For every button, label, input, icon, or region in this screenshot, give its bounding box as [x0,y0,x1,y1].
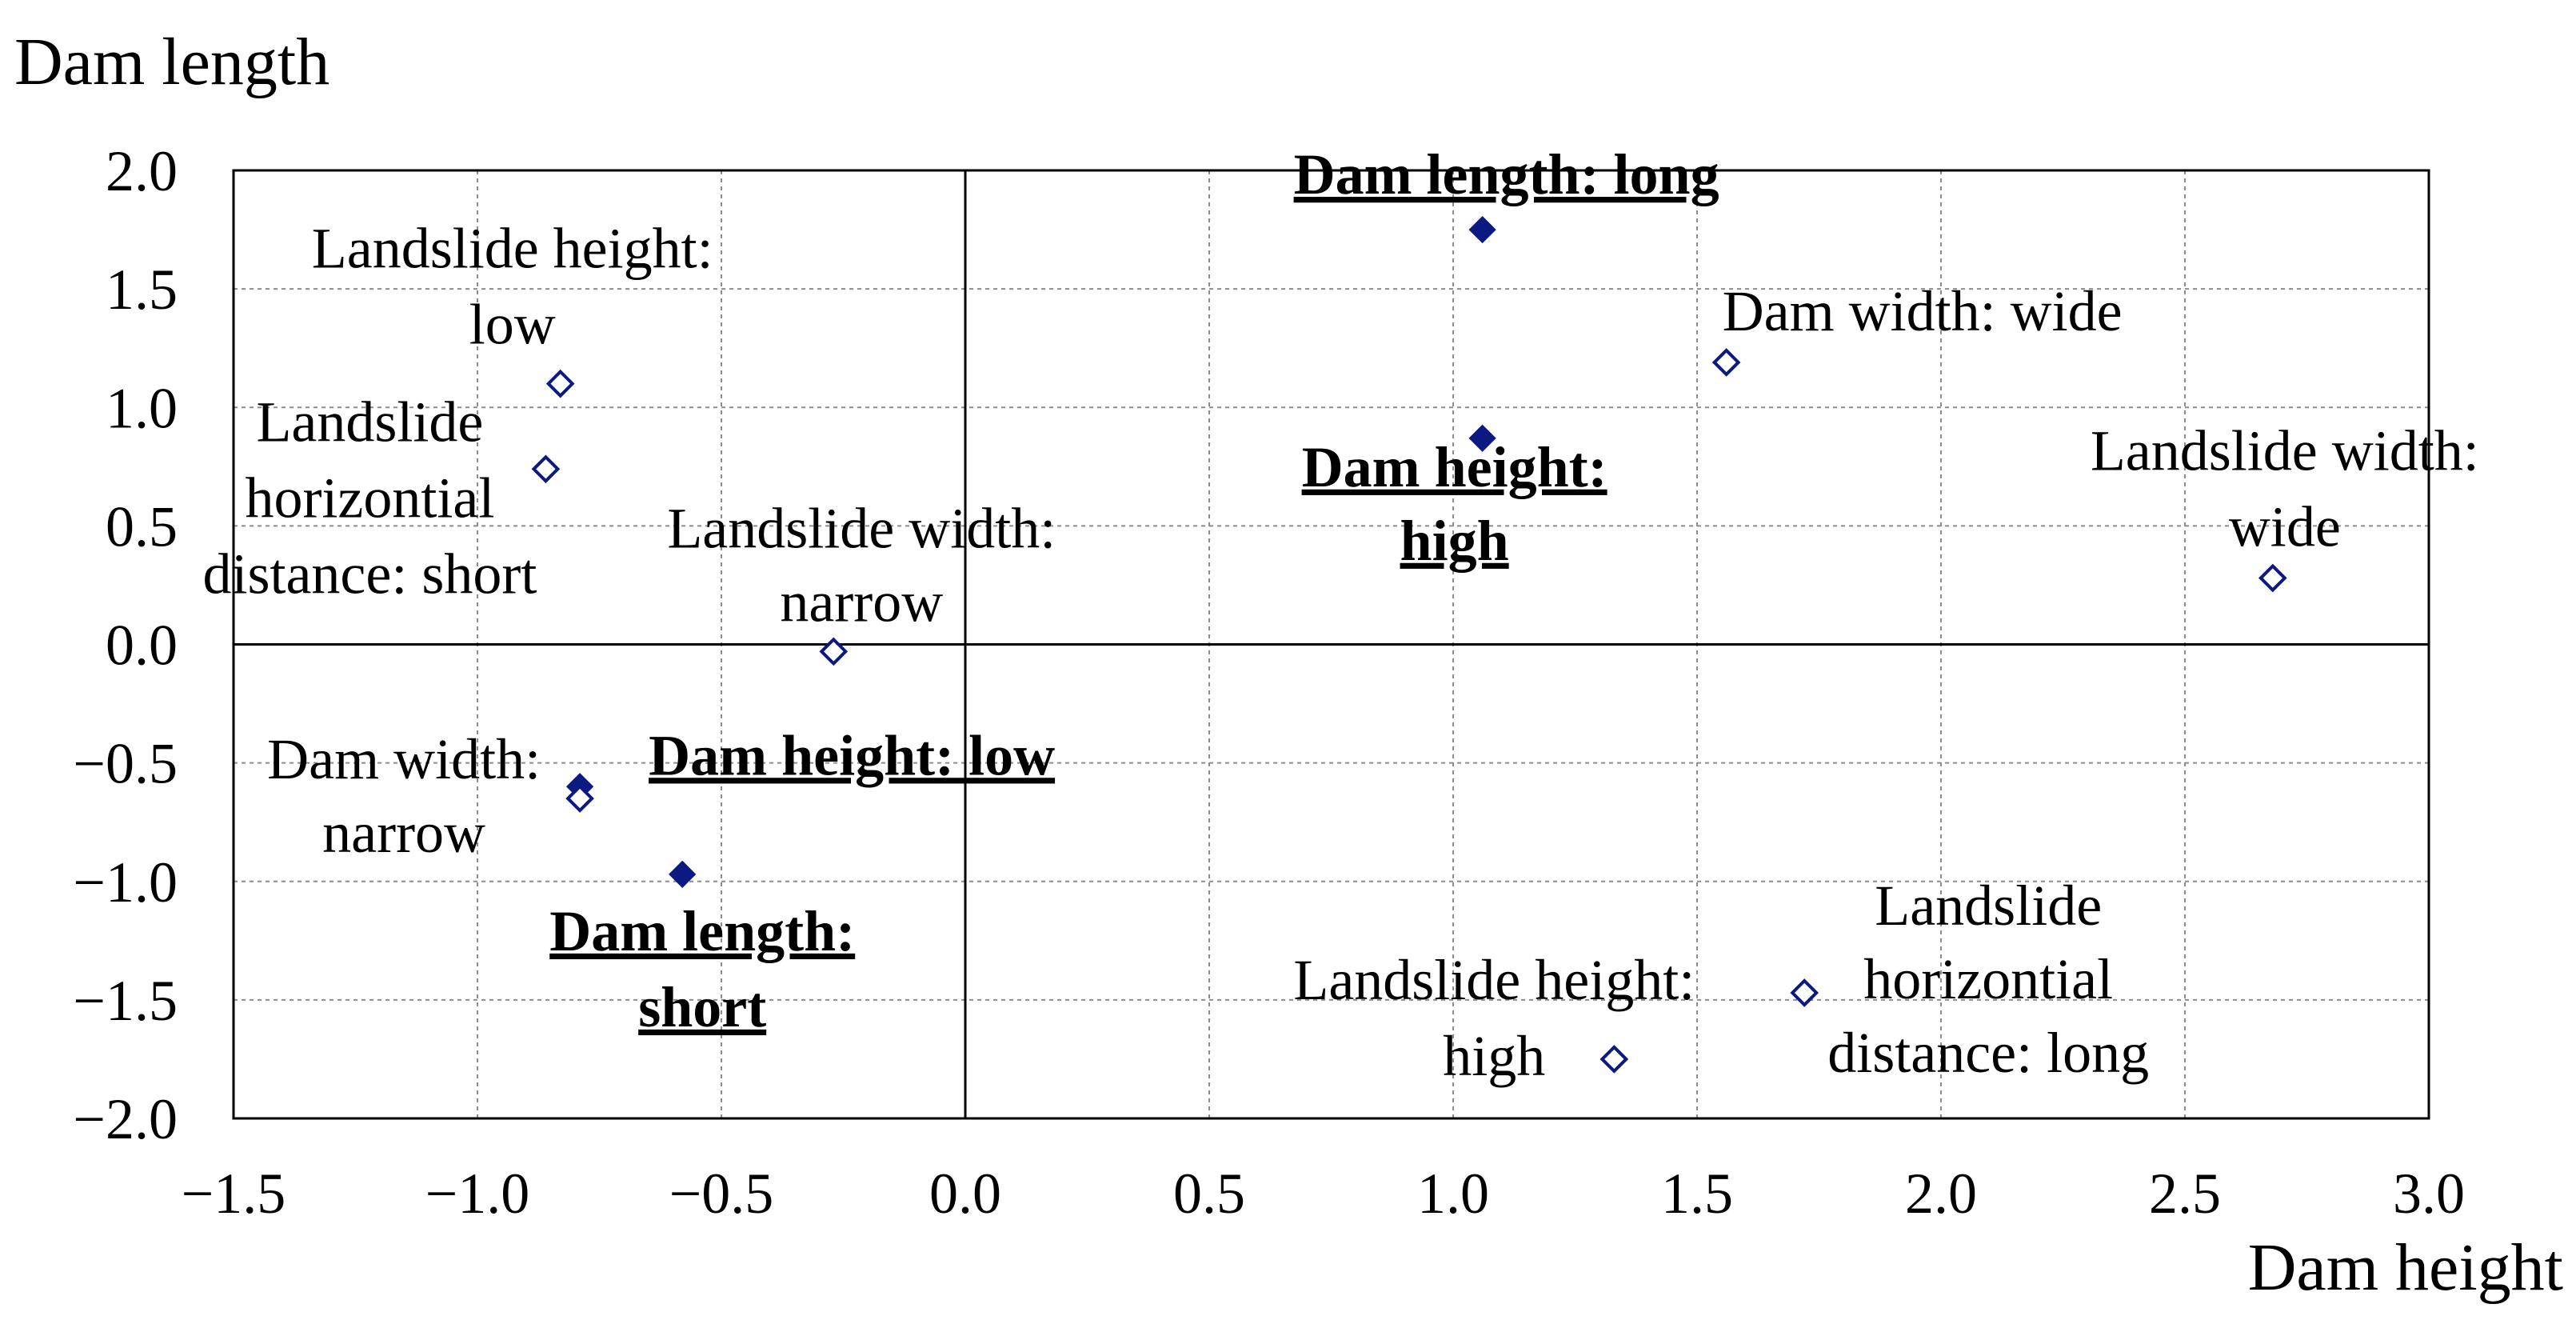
point-label-line: Landslide [256,390,483,454]
point-label: Dam height: low [649,723,1055,787]
filled-diamond-point [1468,215,1496,244]
point-label: Dam width: narrow [267,727,541,865]
point-label-line: low [469,293,556,357]
y-tick-label: 1.0 [106,376,178,440]
point-label-line: high [1443,1024,1545,1088]
point-label-line: Landslide height: [312,217,713,281]
y-axis-title: Dam length [14,25,329,99]
x-tick-label: 3.0 [2393,1162,2465,1226]
x-tick-label: 0.0 [929,1162,1001,1226]
point-label-line: Dam height: [1302,435,1608,499]
point-label-line: distance: short [202,542,537,606]
x-axis-title: Dam height [2248,1230,2563,1305]
y-tick-label: −2.0 [73,1087,178,1151]
point-label-line: horizontial [1863,947,2113,1011]
point-label-line: high [1400,509,1509,573]
x-tick-label: 0.5 [1173,1162,1245,1226]
point-label: Dam length: long [1294,142,1719,206]
x-tick-label: 1.5 [1661,1162,1733,1226]
point-label-line: Dam width: wide [1723,279,2123,343]
point-label-line: narrow [780,570,943,634]
filled-diamond-point [669,860,697,888]
y-tick-label: −1.0 [73,850,178,914]
point-label: Landslide horizontial distance: short [202,390,537,606]
zero-lines [234,170,2429,1118]
point-label-line: Dam width: [267,727,541,791]
y-tick-label: 0.5 [106,494,178,558]
hollow-diamond-point [531,454,561,484]
point-label-line: distance: long [1827,1021,2149,1085]
point-label-line: Landslide [1875,874,2102,938]
point-label: Landslide width: wide [2091,419,2479,559]
data-points [531,215,2287,1074]
hollow-diamond-point [565,784,594,813]
hollow-diamond-point [1600,1045,1629,1074]
x-tick-label: −1.5 [182,1162,286,1226]
point-label-line: Dam length: [549,899,855,963]
hollow-diamond-point [2258,563,2287,593]
hollow-diamond-point [819,637,849,666]
point-label-line: Landslide width: [667,496,1056,560]
point-label-line: Landslide height: [1293,948,1695,1012]
point-label-line: Dam length: long [1294,142,1719,206]
point-label-line: horizontial [245,466,494,530]
y-tick-label: 1.5 [106,258,178,322]
y-tick-labels: 2.0 1.5 1.0 0.5 0.0 −0.5 −1.0 −1.5 −2.0 [73,139,178,1151]
point-label: Landslide height: low [312,217,713,357]
hollow-diamond-point [1711,348,1741,377]
point-label-line: short [638,975,766,1039]
x-tick-labels: −1.5 −1.0 −0.5 0.0 0.5 1.0 1.5 2.0 2.5 3.0 [182,1162,2465,1226]
hollow-diamond-point [545,369,575,398]
point-label: Dam length: short [549,899,855,1039]
point-label: Dam width: wide [1723,279,2123,343]
point-label-line: narrow [322,801,485,865]
x-tick-label: −0.5 [669,1162,774,1226]
point-label-line: wide [2229,495,2341,559]
filled-diamond-point [1468,424,1496,452]
y-tick-label: −0.5 [73,732,178,796]
point-label: Landslide height: high [1293,948,1695,1088]
point-label: Dam height: high [1302,435,1608,573]
x-tick-label: 1.0 [1417,1162,1489,1226]
point-label-line: Landslide width: [2091,419,2479,483]
x-tick-label: 2.0 [1905,1162,1977,1226]
hollow-diamond-point [1790,978,1819,1007]
point-label-line: Dam height: low [649,723,1055,787]
x-tick-label: −1.0 [425,1162,530,1226]
y-tick-label: 0.0 [106,614,178,678]
point-label: Landslide horizontial distance: long [1827,874,2149,1085]
point-label: Landslide width: narrow [667,496,1056,634]
x-tick-label: 2.5 [2149,1162,2221,1226]
y-tick-label: −1.5 [73,969,178,1033]
y-tick-label: 2.0 [106,139,178,203]
